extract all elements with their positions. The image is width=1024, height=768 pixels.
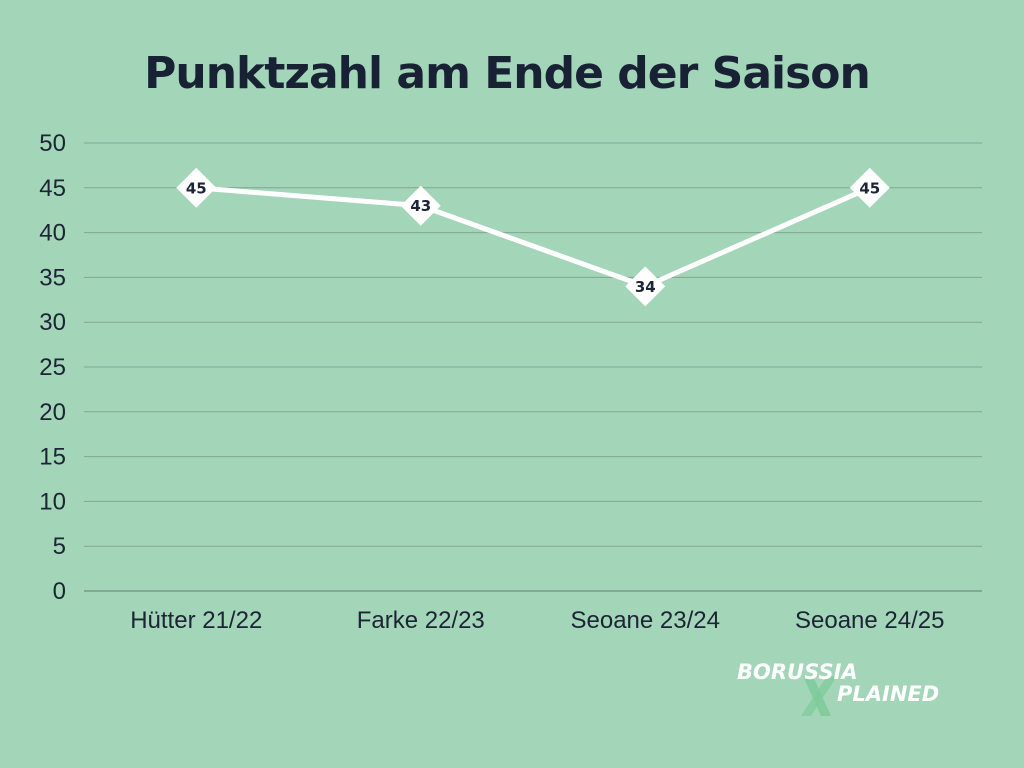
data-point-marker: [625, 266, 666, 307]
y-tick-label: 5: [53, 533, 66, 560]
data-label: 43: [410, 197, 431, 215]
data-point-marker: [400, 185, 441, 226]
series-line: [193, 185, 873, 289]
logo-word-plained: PLAINED: [837, 682, 940, 706]
y-tick-label: 40: [39, 220, 66, 247]
x-axis-ticks: Hütter 21/22 Farke 22/23 Seoane 23/24 Seoan…: [130, 607, 944, 634]
y-tick-label: 45: [39, 175, 66, 202]
y-tick-label: 15: [39, 444, 66, 471]
series-line-group: [193, 185, 873, 289]
x-tick-label: Seoane 23/24: [571, 607, 720, 634]
data-markers: 45 43 34 45: [176, 167, 890, 307]
data-point-marker: [176, 167, 217, 208]
data-label: 45: [186, 179, 207, 197]
y-tick-label: 35: [39, 264, 66, 291]
data-point-marker: [849, 167, 890, 208]
logo-x-mark: [801, 676, 837, 716]
data-label: 45: [859, 179, 880, 197]
y-tick-label: 50: [39, 130, 66, 157]
y-tick-label: 25: [39, 354, 66, 381]
y-tick-label: 10: [39, 488, 66, 515]
chart-title: Punktzahl am Ende der Saison: [144, 48, 871, 99]
gridlines: [84, 142, 982, 592]
logo-word-borussia: BORUSSIA: [737, 660, 858, 684]
y-tick-label: 0: [53, 578, 66, 605]
y-tick-label: 30: [39, 309, 66, 336]
y-tick-label: 20: [39, 399, 66, 426]
x-tick-label: Seoane 24/25: [795, 607, 944, 634]
y-axis-ticks: 0 5 10 15 20 25 30 35 40 45 50: [39, 130, 66, 605]
x-tick-label: Farke 22/23: [357, 607, 485, 634]
x-tick-label: Hütter 21/22: [130, 607, 262, 634]
data-label: 34: [635, 278, 656, 296]
borussia-xplained-logo: BORUSSIA PLAINED: [737, 660, 982, 720]
